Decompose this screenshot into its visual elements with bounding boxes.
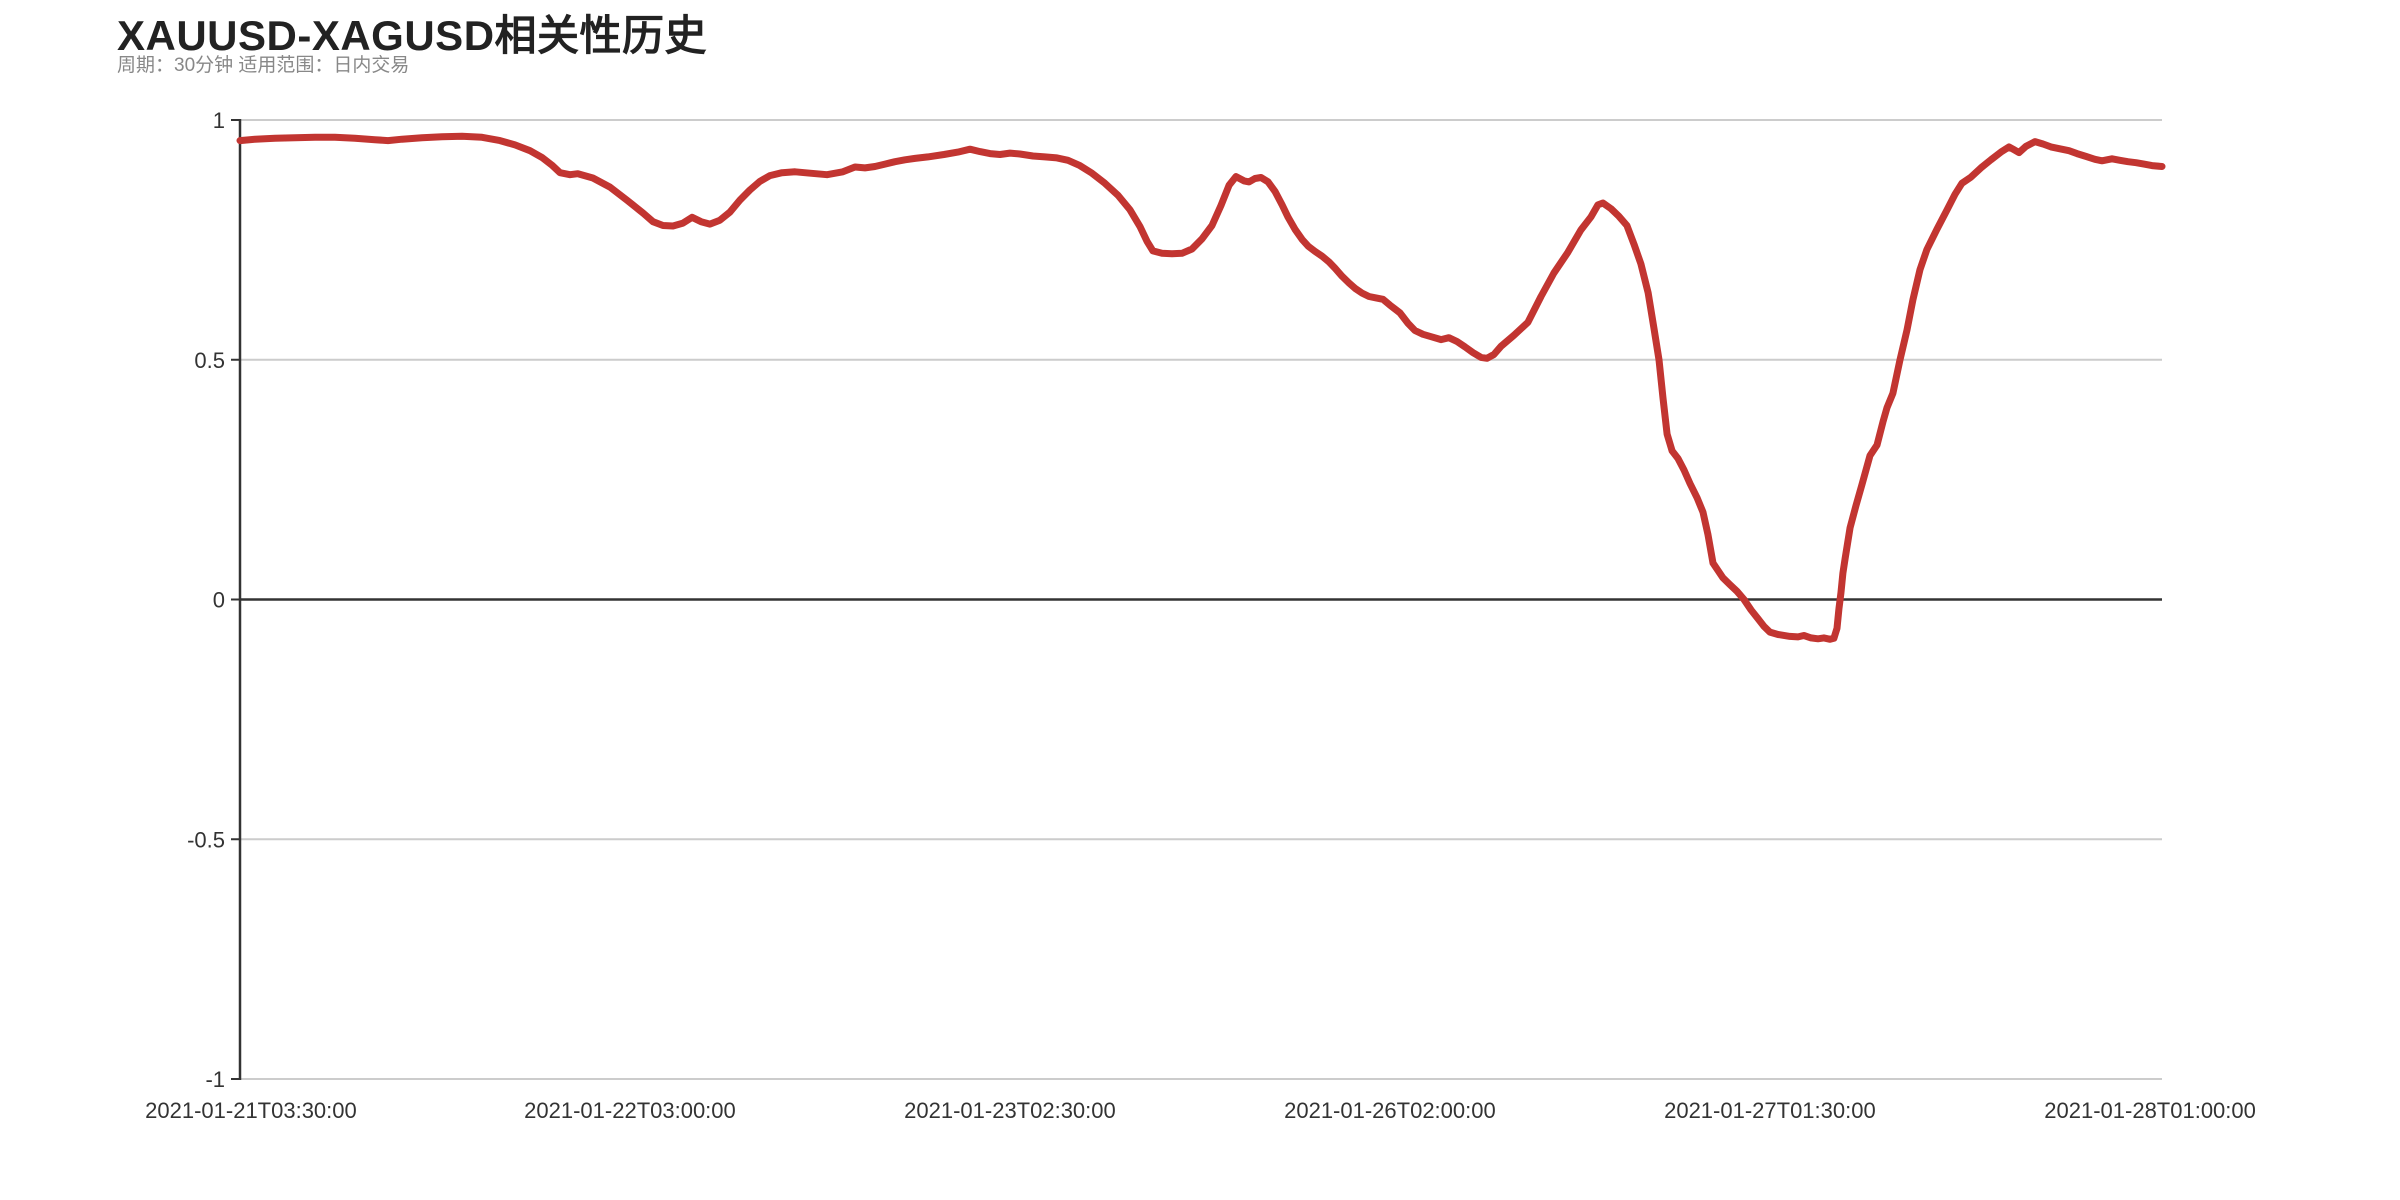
- chart-subtitle: 周期：30分钟 适用范围：日内交易: [117, 55, 410, 76]
- y-axis-labels: 1 0.5 0 -0.5 -1: [187, 108, 225, 1092]
- x-tick-label: 2021-01-23T02:30:00: [904, 1098, 1116, 1123]
- y-tick-label: 0: [213, 588, 225, 613]
- correlation-line[interactable]: [236, 132, 2166, 643]
- y-tick-label: -0.5: [187, 827, 225, 852]
- x-tick-label: 2021-01-26T02:00:00: [1284, 1098, 1496, 1123]
- y-tick-label: -1: [205, 1067, 225, 1092]
- x-axis-labels: 2021-01-21T03:30:00 2021-01-22T03:00:00 20…: [145, 1098, 2256, 1123]
- y-tick-label: 1: [213, 108, 225, 133]
- x-tick-label: 2021-01-21T03:30:00: [145, 1098, 357, 1123]
- x-tick-label: 2021-01-27T01:30:00: [1664, 1098, 1876, 1123]
- chart-title: XAUUSD-XAGUSD相关性历史: [117, 12, 708, 59]
- y-tick-label: 0.5: [194, 348, 225, 373]
- y-axis: [231, 119, 242, 1080]
- gridlines: [240, 119, 2162, 1080]
- x-tick-label: 2021-01-28T01:00:00: [2044, 1098, 2256, 1123]
- x-tick-label: 2021-01-22T03:00:00: [524, 1098, 736, 1123]
